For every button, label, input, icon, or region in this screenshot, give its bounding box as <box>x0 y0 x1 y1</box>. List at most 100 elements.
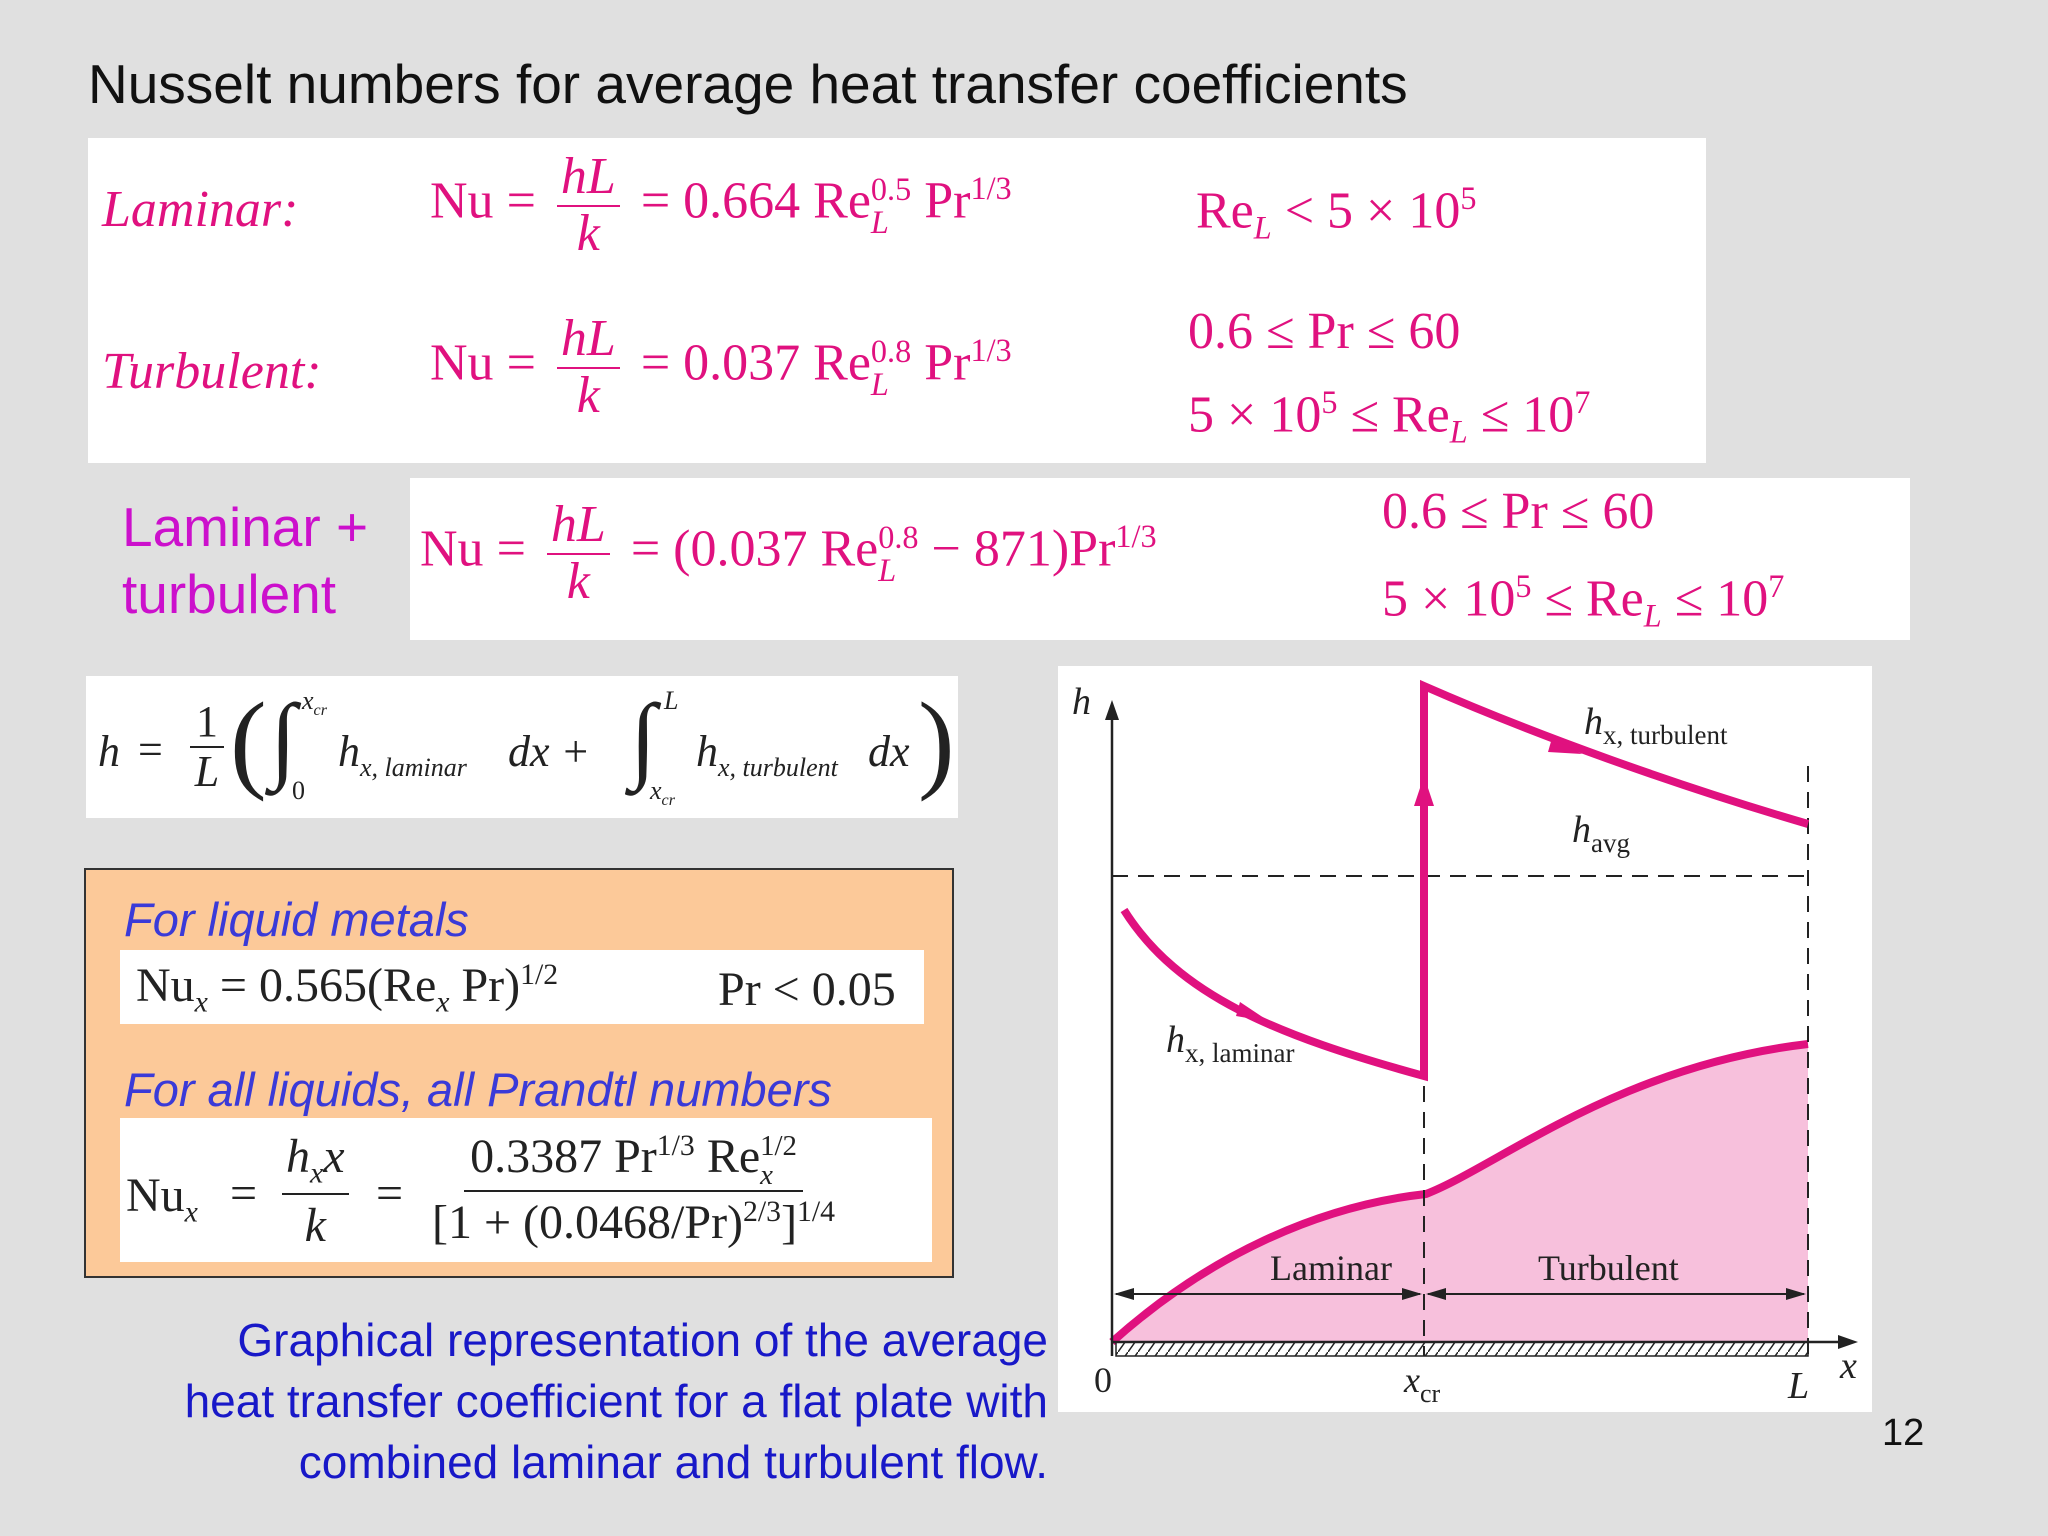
all-frac2-num-sup: 1/3 <box>656 1129 695 1162</box>
laminar-fraction: hL k <box>556 149 620 261</box>
all-frac2-num-a: 0.3387 Pr <box>470 1130 657 1183</box>
laminar-condition: ReL < 5 × 105 <box>1196 180 1476 247</box>
turbulent-re-sub: L <box>870 365 889 402</box>
all-nu: Nux <box>126 1168 198 1230</box>
turbulent-condition-2: 5 × 105 ≤ ReL ≤ 107 <box>1188 384 1590 451</box>
combined-condition-1: 0.6 ≤ Pr ≤ 60 <box>1382 483 1655 540</box>
laminar-condition-rest: < 5 × 10 <box>1284 182 1461 240</box>
all-frac2-den: [1 + (0.0468/Pr)2/3]1/4 <box>432 1192 835 1254</box>
avg-label: havg <box>1572 809 1630 858</box>
integral1-dx: dx + <box>508 727 591 776</box>
metals-rhs-sup: 1/2 <box>520 958 559 991</box>
turbulent-rhs: = 0.037 Re <box>640 334 871 392</box>
flat-plate <box>1115 1341 1809 1357</box>
turbulent-frac-den: k <box>576 366 600 424</box>
combined-equation: Nu = hL k = (0.037 Re 0.8 L − 871)Pr1/3 <box>420 496 1157 610</box>
avg-label-h: h <box>1572 809 1591 851</box>
x-axis-label: x <box>1839 1345 1857 1387</box>
turbulent-pr-sup: 1/3 <box>970 332 1012 369</box>
all-frac1-den: k <box>304 1199 326 1253</box>
jump-arrow <box>1414 776 1434 806</box>
laminar-equation: Nu = hL k = 0.664 Re 0.5 L Pr1/3 <box>430 148 1012 262</box>
laminar-span-arrow-left <box>1114 1288 1134 1300</box>
liquid-metals-eq-box <box>120 950 924 1024</box>
combined-cond2-sub: L <box>1643 597 1662 634</box>
turbulent-cond2-a: 5 × 10 <box>1188 386 1322 444</box>
integral2-sub: x, turbulent <box>718 752 838 782</box>
all-frac2-num-sup2: 1/2 <box>760 1130 797 1163</box>
laminar-condition-sup: 5 <box>1460 180 1477 216</box>
all-eq-1: = <box>230 1167 258 1220</box>
laminar-condition-sub: L <box>1253 209 1272 246</box>
combined-rhs-a: = (0.037 Re <box>630 520 879 578</box>
turbulent-label: Turbulent: <box>102 343 322 400</box>
integral-frac-num: 1 <box>190 697 224 749</box>
laminar-re-sup: 0.5 <box>870 171 912 208</box>
integral1-upper-x: x <box>302 686 314 715</box>
integral1-sub: x, laminar <box>360 752 467 782</box>
turbulent-curve-sub: x, turbulent <box>1603 720 1728 750</box>
integral1-upper: xcr <box>302 686 327 720</box>
integral1-upper-sub: cr <box>313 702 327 720</box>
metals-rhs-a: = 0.565(Re <box>207 959 437 1012</box>
slide-title: Nusselt numbers for average heat transfe… <box>88 53 1408 115</box>
combined-cond2-a: 5 × 10 <box>1382 570 1516 628</box>
combined-frac-num: hL <box>546 497 610 555</box>
integral2-body: hx, turbulent <box>696 726 838 783</box>
turbulent-equation: Nu = hL k = 0.037 Re 0.8 L Pr1/3 <box>430 310 1012 424</box>
integral1-h: h <box>338 727 360 776</box>
metals-nu: Nu <box>136 959 195 1012</box>
turbulent-nu: Nu <box>430 334 494 392</box>
turbulent-re-sup: 0.8 <box>870 333 912 370</box>
laminar-turbulent-box <box>88 138 1706 463</box>
laminar-rhs: = 0.664 Re <box>640 172 871 230</box>
combined-fraction: hL k <box>546 497 610 609</box>
all-frac2-den-sup: 2/3 <box>743 1194 782 1228</box>
combined-pr-sup: 1/3 <box>1115 518 1157 555</box>
integral-sign-2: ∫ <box>630 684 657 791</box>
turbulent-pr: Pr <box>924 334 971 392</box>
combined-label: Laminar + turbulent <box>122 494 368 628</box>
laminar-pr-sup: 1/3 <box>970 170 1012 207</box>
integral-paren-left: ( <box>230 680 267 802</box>
all-eq-2: = <box>376 1167 404 1220</box>
origin-label: 0 <box>1094 1360 1112 1400</box>
region-laminar-label: Laminar <box>1270 1248 1392 1288</box>
integral2-h: h <box>696 727 718 776</box>
integral1-lower: 0 <box>292 776 305 805</box>
laminar-re-sub: L <box>870 203 889 240</box>
combined-cond2-sup2: 7 <box>1768 568 1785 604</box>
L-label: L <box>1787 1365 1809 1407</box>
integral2-lower-sub: cr <box>661 792 675 810</box>
laminar-curve-sub: x, laminar <box>1185 1038 1294 1068</box>
laminar-pr: Pr <box>924 172 971 230</box>
combined-label-line2: turbulent <box>122 563 337 625</box>
xcr-label-sub: cr <box>1420 1379 1441 1408</box>
all-nu-sub: x <box>184 1195 198 1229</box>
integral2-lower: xcr <box>650 776 675 810</box>
turbulent-fraction: hL k <box>556 311 620 424</box>
integral-eq: = <box>138 725 163 774</box>
combined-nu: Nu <box>420 520 484 578</box>
x-axis-arrow <box>1838 1335 1858 1349</box>
integral2-upper: L <box>664 686 679 715</box>
combined-condition-2: 5 × 105 ≤ ReL ≤ 107 <box>1382 568 1784 635</box>
region-fill <box>1112 1044 1808 1342</box>
laminar-condition-re: Re <box>1196 182 1254 240</box>
turbulent-cond2-c: ≤ 10 <box>1467 386 1575 444</box>
turbulent-curve-h: h <box>1584 701 1603 743</box>
metals-rhs-sub: x <box>436 985 450 1019</box>
laminar-label: Laminar: <box>102 181 299 238</box>
laminar-curve-arrow <box>1236 1002 1270 1022</box>
turbulent-frac-num: hL <box>556 311 620 369</box>
turbulent-span-arrow-left <box>1426 1288 1446 1300</box>
integral2-dx: dx <box>868 727 910 776</box>
heat-transfer-figure: h x 0 xcr L hx, turbulent havg hx, lamin… <box>1058 666 1872 1412</box>
region-turbulent-label: Turbulent <box>1538 1248 1679 1288</box>
combined-cond2-sup: 5 <box>1515 568 1532 604</box>
all-nu-text: Nu <box>126 1169 185 1222</box>
metals-rhs-b: Pr) <box>449 959 521 1012</box>
turbulent-span-arrow-right <box>1786 1288 1806 1300</box>
